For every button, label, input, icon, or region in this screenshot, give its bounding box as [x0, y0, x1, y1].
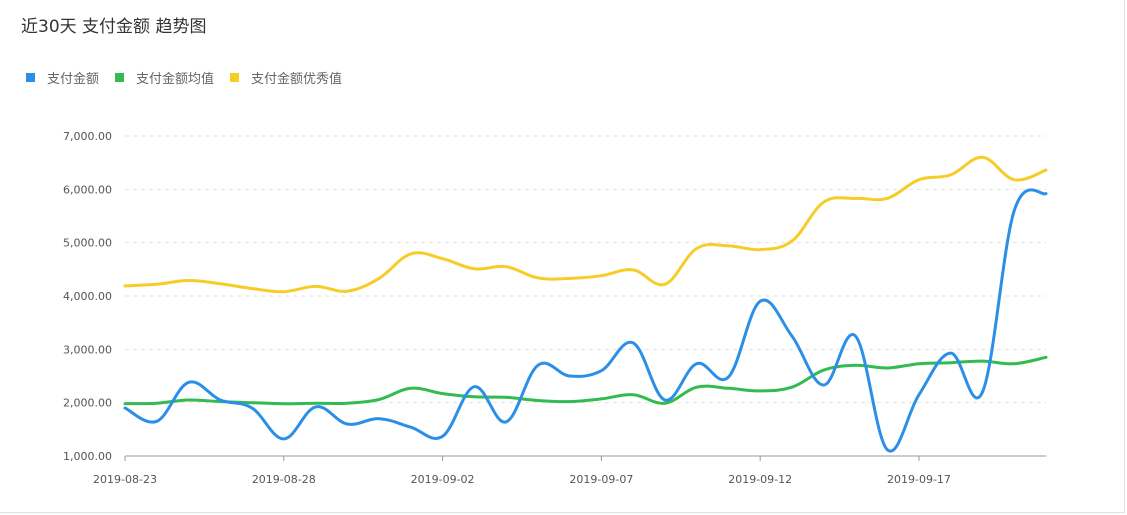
y-tick-label: 4,000.00 [63, 290, 112, 303]
series-line-pay-excellent[interactable] [123, 155, 1048, 294]
y-tick-label: 5,000.00 [63, 237, 112, 250]
legend-item-pay-excellent[interactable]: 支付金额优秀值 [230, 68, 342, 87]
x-tick-label: 2019-09-12 [728, 473, 792, 486]
legend-swatch-pay-excellent [230, 73, 240, 82]
chart-title: 近30天 支付金额 趋势图 [21, 17, 207, 37]
x-tick-label: 2019-08-28 [252, 473, 316, 486]
legend-label-pay-amount: 支付金额 [47, 72, 100, 87]
legend-item-pay-average[interactable]: 支付金额均值 [115, 68, 214, 87]
legend-swatch-pay-amount [26, 73, 35, 82]
legend-label-pay-excellent: 支付金额优秀值 [251, 72, 343, 87]
legend-label-pay-average: 支付金额均值 [136, 72, 215, 87]
legend-swatch-pay-average [115, 73, 125, 82]
x-tick-label: 2019-09-17 [887, 473, 951, 486]
y-tick-label: 3,000.00 [63, 343, 112, 356]
y-tick-label: 1,000.00 [63, 450, 112, 463]
y-tick-label: 2,000.00 [63, 397, 112, 410]
series-line-pay-amount[interactable] [123, 188, 1048, 453]
x-tick-label: 2019-08-23 [93, 473, 157, 486]
series-line-pay-average[interactable] [123, 355, 1048, 406]
y-tick-label: 6,000.00 [63, 183, 112, 196]
chart-legend: 支付金额 支付金额均值 支付金额优秀值 [26, 68, 342, 87]
x-tick-label: 2019-09-07 [569, 473, 633, 486]
legend-item-pay-amount[interactable]: 支付金额 [26, 68, 99, 87]
y-tick-label: 7,000.00 [63, 130, 112, 143]
x-tick-label: 2019-09-02 [411, 473, 475, 486]
